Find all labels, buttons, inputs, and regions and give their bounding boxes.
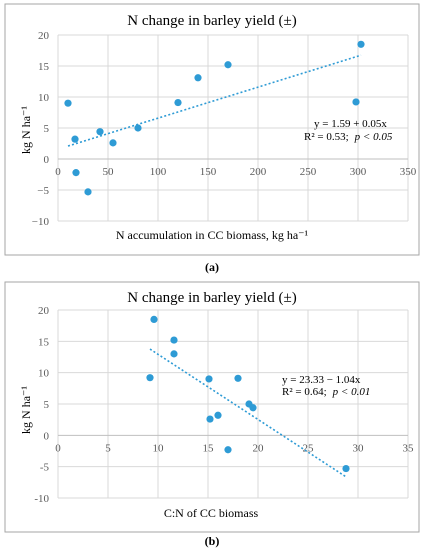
chart-a-r2: R² = 0.53; [304, 131, 349, 143]
data-point [146, 374, 154, 382]
data-point [109, 139, 117, 147]
x-tick-label: 300 [350, 166, 367, 178]
data-point [96, 128, 104, 136]
chart-b-points [146, 315, 350, 473]
data-point [174, 98, 182, 107]
x-tick-label: 35 [403, 442, 415, 454]
chart-b-x-ticks: 0 5 10 15 20 25 30 35 [55, 442, 414, 454]
chart-b-y-ticks: 20 15 10 5 0 -5 -10 [34, 305, 49, 505]
chart-a-y-axis-label: kg N ha⁻¹ [19, 106, 33, 154]
chart-b-frame [4, 281, 420, 533]
chart-b-r2-label: R² = 0.64; p < 0.01 [282, 386, 370, 398]
chart-b-r2: R² = 0.64; [282, 386, 327, 398]
data-point [206, 415, 214, 423]
data-point [234, 374, 242, 382]
data-point [249, 404, 257, 412]
chart-b-title: N change in barley yield (±) [127, 290, 296, 306]
y-tick-label: −10 [32, 216, 50, 228]
data-point [357, 40, 365, 48]
x-tick-label: 30 [353, 442, 365, 454]
x-tick-label: 5 [105, 442, 111, 454]
y-tick-label: 15 [38, 336, 50, 348]
chart-a-equation: y = 1.59 + 0.05x [314, 118, 387, 130]
chart-a-r2-label: R² = 0.53; p < 0.05 [304, 131, 393, 143]
chart-a-p-value: p < 0.05 [354, 131, 393, 143]
data-point [342, 464, 350, 473]
y-tick-label: 5 [44, 399, 50, 411]
chart-a-y-ticks: 20 15 10 5 0 −5 −10 [32, 30, 50, 228]
chart-a-trendline [67, 54, 362, 147]
y-tick-label: 20 [38, 30, 50, 42]
x-tick-label: 10 [153, 442, 165, 454]
chart-b-y-axis-label: kg N ha⁻¹ [19, 386, 33, 434]
x-tick-label: 0 [55, 442, 61, 454]
chart-b-trendline [149, 348, 347, 478]
x-tick-label: 0 [55, 166, 61, 178]
data-point [170, 350, 178, 358]
data-point [84, 188, 92, 196]
x-tick-label: 25 [303, 442, 315, 454]
y-tick-label: 20 [38, 305, 50, 317]
chart-b-x-axis-label: C:N of CC biomass [164, 506, 259, 520]
data-point [224, 446, 232, 454]
x-tick-label: 15 [203, 442, 215, 454]
chart-a-x-axis-label: N accumulation in CC biomass, kg ha⁻¹ [116, 228, 309, 242]
y-tick-label: 0 [44, 154, 50, 166]
chart-a-caption: (a) [205, 260, 219, 274]
y-tick-label: -10 [34, 493, 49, 505]
chart-a-points [64, 40, 365, 196]
data-point [72, 169, 80, 177]
x-tick-label: 150 [200, 166, 217, 178]
x-tick-label: 20 [253, 442, 265, 454]
data-point [150, 315, 158, 323]
chart-b-equation: y = 23.33 − 1.04x [282, 374, 361, 386]
chart-a-x-ticks: 0 50 100 150 200 250 300 350 [55, 166, 417, 178]
data-point [214, 411, 222, 419]
y-tick-label: 0 [44, 430, 50, 442]
x-tick-label: 250 [300, 166, 317, 178]
data-point [134, 124, 142, 132]
chart-a-gridlines [57, 34, 409, 222]
y-tick-label: 15 [38, 61, 50, 73]
y-tick-label: 5 [44, 123, 50, 135]
y-tick-label: 10 [38, 368, 50, 380]
x-tick-label: 350 [400, 166, 417, 178]
data-point [224, 61, 232, 69]
y-tick-label: -5 [40, 462, 50, 474]
data-point [205, 375, 213, 383]
chart-b: N change in barley yield (±) 20 15 10 5 0 -5 -… [4, 281, 420, 533]
chart-a: N change in barley yield (±) 20151050−5−… [4, 3, 420, 256]
chart-b-gridlines [57, 309, 409, 499]
data-point [71, 135, 79, 143]
chart-a-frame [4, 3, 420, 256]
data-point [64, 99, 72, 107]
x-tick-label: 100 [150, 166, 167, 178]
chart-b-p-value: p < 0.01 [332, 386, 371, 398]
data-point [170, 336, 178, 344]
x-tick-label: 200 [250, 166, 267, 178]
y-tick-label: 10 [38, 92, 50, 104]
y-tick-label: −5 [37, 185, 49, 197]
data-point [352, 98, 360, 106]
data-point [194, 74, 202, 82]
x-tick-label: 50 [103, 166, 115, 178]
chart-a-title: N change in barley yield (±) [127, 13, 296, 29]
chart-b-caption: (b) [205, 534, 220, 548]
